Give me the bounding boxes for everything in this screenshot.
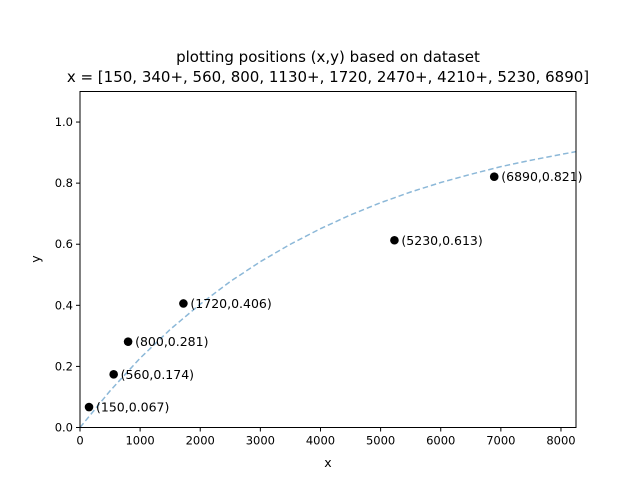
x-axis-label: x xyxy=(324,455,331,470)
chart-title-line1: plotting positions (x,y) based on datase… xyxy=(176,48,480,66)
data-point-label: (560,0.174) xyxy=(121,367,194,382)
x-axis: 0 1000 2000 3000 4000 5000 6000 7000 8000 xyxy=(76,427,576,448)
data-point xyxy=(109,370,118,379)
x-tick-label: 8000 xyxy=(546,434,575,448)
data-point-label: (5230,0.613) xyxy=(401,233,482,248)
y-tick-label: 0.4 xyxy=(55,298,73,312)
x-tick-label: 0 xyxy=(76,434,83,448)
x-tick-label: 1000 xyxy=(125,434,154,448)
data-point-label: (6890,0.821) xyxy=(501,169,582,184)
x-tick-label: 7000 xyxy=(486,434,515,448)
x-tick-label: 6000 xyxy=(426,434,455,448)
x-tick-label: 4000 xyxy=(306,434,335,448)
y-axis-label: y xyxy=(28,255,43,263)
data-point-label: (1720,0.406) xyxy=(190,296,271,311)
data-point xyxy=(84,402,94,412)
y-tick-label: 0.8 xyxy=(55,176,73,190)
x-tick-label: 2000 xyxy=(186,434,215,448)
data-point xyxy=(179,299,188,308)
data-point-label: (800,0.281) xyxy=(135,334,208,349)
y-tick-label: 0.6 xyxy=(55,237,73,251)
y-axis: 0.0 0.2 0.4 0.6 0.8 1.0 xyxy=(55,115,80,435)
data-point-label: (150,0.067) xyxy=(96,400,169,415)
data-point xyxy=(123,337,133,346)
plot-area: (150,0.067) (560,0.174) (800,0.281) (1720,0… xyxy=(80,150,583,428)
y-tick-label: 0.2 xyxy=(55,359,73,373)
x-tick-label: 5000 xyxy=(366,434,395,448)
x-tick-label: 3000 xyxy=(246,434,275,448)
chart-title-line2: x = [150, 340+, 560, 800, 1130+, 1720, 2… xyxy=(67,68,589,86)
data-point xyxy=(489,172,499,182)
data-point xyxy=(390,235,399,245)
plot-frame xyxy=(79,91,577,428)
y-tick-label: 1.0 xyxy=(55,115,73,129)
fit-curve-line xyxy=(80,150,576,428)
y-tick-label: 0.0 xyxy=(55,421,73,435)
